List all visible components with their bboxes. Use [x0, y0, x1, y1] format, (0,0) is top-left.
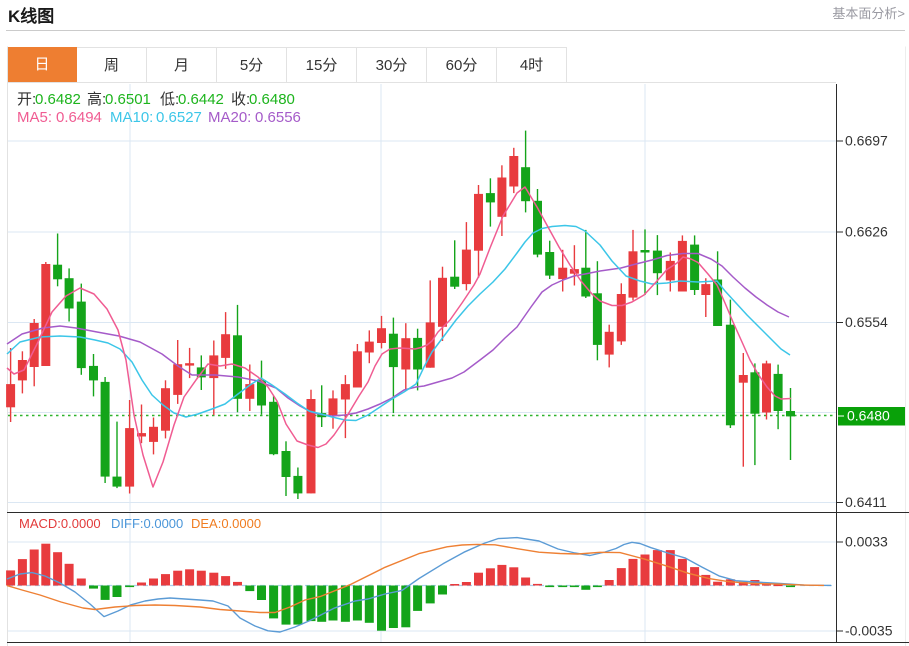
svg-text:0.0033: 0.0033	[845, 534, 888, 550]
svg-text:0.6494: 0.6494	[56, 109, 102, 126]
svg-text:0.6442: 0.6442	[178, 91, 224, 108]
svg-text:MA20:: MA20:	[208, 109, 251, 126]
svg-text:0.6411: 0.6411	[845, 494, 887, 510]
svg-text:DIFF:0.0000: DIFF:0.0000	[111, 516, 183, 531]
svg-text:0.6480: 0.6480	[847, 408, 890, 424]
svg-text:0.6527: 0.6527	[156, 109, 202, 126]
svg-text:收:: 收:	[231, 91, 250, 108]
svg-text:0.6554: 0.6554	[845, 314, 888, 330]
svg-text:MACD:0.0000: MACD:0.0000	[19, 516, 101, 531]
svg-text:开:: 开:	[17, 91, 36, 108]
svg-text:0.6501: 0.6501	[105, 91, 151, 108]
svg-text:低:: 低:	[160, 91, 179, 108]
svg-text:0.6697: 0.6697	[845, 133, 888, 149]
svg-text:MA10:: MA10:	[110, 109, 153, 126]
svg-text:0.6480: 0.6480	[249, 91, 295, 108]
svg-text:MA5:: MA5:	[17, 109, 52, 126]
svg-text:0.6626: 0.6626	[845, 224, 888, 240]
svg-text:高:: 高:	[87, 91, 106, 108]
svg-text:-0.0035: -0.0035	[845, 623, 893, 639]
svg-text:DEA:0.0000: DEA:0.0000	[191, 516, 261, 531]
svg-text:0.6556: 0.6556	[255, 109, 301, 126]
svg-text:0.6482: 0.6482	[35, 91, 81, 108]
